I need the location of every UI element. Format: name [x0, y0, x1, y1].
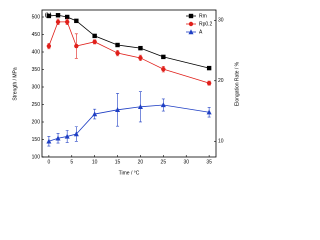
point	[55, 19, 61, 25]
y-tick-label: 500	[32, 14, 41, 20]
y-tick-label: 350	[32, 67, 41, 73]
y-tick-label: 400	[32, 49, 41, 55]
y-tick-label: 300	[32, 84, 41, 90]
point	[46, 138, 52, 144]
point	[138, 45, 143, 51]
legend-marker	[188, 29, 194, 35]
point	[46, 13, 52, 19]
point	[46, 43, 52, 49]
point	[206, 65, 212, 71]
chart: (b) Time / °C Strength / MPa Elongation …	[12, 9, 240, 176]
x-axis-label: Time / °C	[119, 170, 140, 176]
point	[92, 39, 97, 45]
point	[115, 42, 120, 48]
legend-label: Rm	[199, 13, 207, 19]
legend-marker	[188, 21, 194, 27]
x-tick-label: 35	[206, 159, 212, 165]
legend-marker	[188, 13, 194, 19]
series-line	[48, 104, 210, 142]
y-axis-label: Strength / MPa	[12, 67, 18, 101]
y-tick-label: 450	[32, 32, 41, 38]
series-line	[48, 21, 210, 84]
point	[64, 19, 70, 25]
point	[160, 102, 166, 108]
x-tick-label: 25	[161, 159, 167, 165]
x-tick-label: 5	[70, 159, 73, 165]
point	[64, 14, 70, 20]
point	[74, 43, 79, 49]
point	[206, 80, 212, 86]
point	[55, 135, 61, 141]
y2-tick-label: 10	[218, 139, 224, 145]
y-tick-label: 100	[32, 154, 41, 160]
x-tick-label: 0	[47, 159, 50, 165]
series-line	[48, 14, 210, 69]
legend-label: Rp0.2	[199, 21, 213, 27]
point	[138, 55, 143, 61]
point	[64, 133, 70, 139]
point	[55, 13, 61, 18]
point	[92, 111, 98, 117]
point	[115, 107, 121, 113]
point	[92, 33, 97, 39]
y-tick-label: 200	[32, 119, 41, 125]
point	[206, 109, 212, 115]
plot-frame	[41, 9, 217, 158]
x-tick-label: 30	[183, 159, 189, 165]
y-tick-label: 150	[32, 137, 41, 143]
y2-axis-label: Elongation Rate / %	[234, 61, 240, 106]
y-tick-label: 250	[32, 102, 41, 108]
y2-tick-label: 30	[218, 18, 224, 24]
point	[73, 131, 79, 137]
x-tick-label: 10	[92, 159, 98, 165]
point	[74, 18, 79, 24]
point	[137, 104, 143, 109]
y2-tick-label: 20	[218, 78, 224, 84]
legend-label: A	[199, 29, 203, 35]
point	[161, 54, 166, 60]
point	[115, 50, 120, 56]
x-tick-label: 20	[138, 159, 144, 165]
point	[161, 66, 166, 72]
x-tick-label: 15	[115, 159, 121, 165]
